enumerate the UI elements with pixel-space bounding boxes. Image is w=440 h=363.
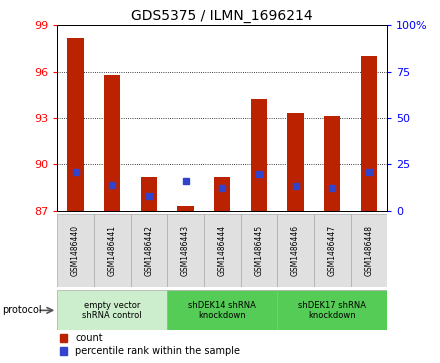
Text: GSM1486444: GSM1486444	[218, 225, 227, 276]
Text: GSM1486442: GSM1486442	[144, 225, 154, 276]
Bar	[214, 176, 231, 211]
Bar	[351, 214, 387, 287]
Bar	[57, 290, 167, 330]
Bar	[94, 214, 131, 287]
Text: shDEK17 shRNA
knockdown: shDEK17 shRNA knockdown	[298, 301, 366, 320]
Bar	[204, 214, 241, 287]
Bar	[167, 290, 277, 330]
Bar	[104, 75, 121, 211]
Text: protocol: protocol	[2, 305, 42, 315]
Bar	[177, 206, 194, 211]
Bar	[241, 214, 277, 287]
Bar	[167, 214, 204, 287]
Bar	[251, 99, 267, 211]
Text: GSM1486445: GSM1486445	[254, 225, 264, 276]
Title: GDS5375 / ILMN_1696214: GDS5375 / ILMN_1696214	[132, 9, 313, 23]
Text: shDEK14 shRNA
knockdown: shDEK14 shRNA knockdown	[188, 301, 256, 320]
Bar	[314, 214, 351, 287]
Text: GSM1486443: GSM1486443	[181, 225, 190, 276]
Bar	[57, 214, 94, 287]
Bar	[324, 117, 341, 211]
Text: GSM1486447: GSM1486447	[328, 225, 337, 276]
Bar	[277, 290, 387, 330]
Bar	[361, 56, 377, 211]
Text: GSM1486448: GSM1486448	[364, 225, 374, 276]
Text: GSM1486446: GSM1486446	[291, 225, 300, 276]
Legend: count, percentile rank within the sample: count, percentile rank within the sample	[58, 331, 242, 358]
Bar	[131, 214, 167, 287]
Text: GSM1486440: GSM1486440	[71, 225, 80, 276]
Bar	[287, 113, 304, 211]
Bar	[67, 38, 84, 211]
Text: empty vector
shRNA control: empty vector shRNA control	[82, 301, 142, 320]
Bar	[277, 214, 314, 287]
Text: GSM1486441: GSM1486441	[108, 225, 117, 276]
Bar	[141, 176, 157, 211]
